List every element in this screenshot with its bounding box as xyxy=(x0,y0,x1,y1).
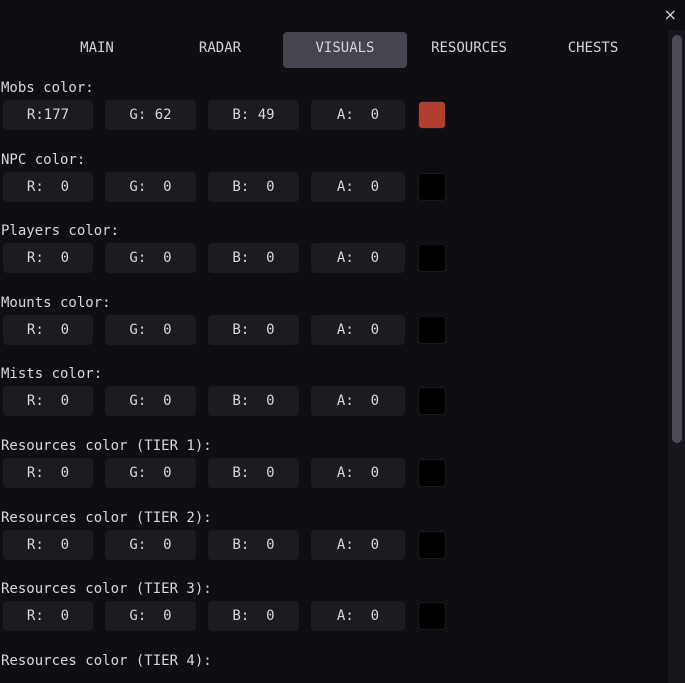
r-channel-input[interactable]: R: 0 xyxy=(3,386,93,417)
r-channel-input[interactable]: R: 0 xyxy=(3,314,93,345)
r-channel-input[interactable]: R: 0 xyxy=(3,458,93,488)
color-swatch[interactable] xyxy=(418,387,446,416)
b-channel-input[interactable]: B: 0 xyxy=(208,529,299,560)
g-channel-input[interactable]: G: 0 xyxy=(105,601,196,632)
color-label: Mounts color: xyxy=(1,294,111,311)
color-label: Resources color (TIER 3): xyxy=(1,581,212,598)
tab-visuals[interactable]: VISUALS xyxy=(283,32,407,68)
a-channel-input[interactable]: A: 0 xyxy=(311,314,405,345)
close-icon[interactable]: × xyxy=(663,5,677,24)
a-channel-input[interactable]: A: 0 xyxy=(311,100,405,130)
a-channel-input[interactable]: A: 0 xyxy=(311,386,405,417)
color-label: Resources color (TIER 4): xyxy=(1,652,212,669)
g-channel-input[interactable]: G: 0 xyxy=(105,314,196,345)
settings-panel: MAIN RADAR VISUALS RESOURCES CHESTS Mobs col… xyxy=(0,30,668,683)
a-channel-input[interactable]: A: 0 xyxy=(311,601,405,632)
tab-chests[interactable]: CHESTS xyxy=(567,40,619,56)
b-channel-input[interactable]: B: 0 xyxy=(208,314,299,345)
b-channel-input[interactable]: B: 0 xyxy=(208,386,299,417)
r-channel-input[interactable]: R:177 xyxy=(3,100,93,130)
g-channel-input[interactable]: G: 0 xyxy=(105,458,196,488)
g-channel-input[interactable]: G: 62 xyxy=(105,100,196,130)
b-channel-input[interactable]: B: 0 xyxy=(208,243,299,274)
color-swatch[interactable] xyxy=(418,530,446,559)
g-channel-input[interactable]: G: 0 xyxy=(105,386,196,417)
color-label: Players color: xyxy=(1,223,120,240)
r-channel-input[interactable]: R: 0 xyxy=(3,171,93,202)
color-swatch[interactable] xyxy=(418,315,446,344)
tab-resources[interactable]: RESOURCES xyxy=(431,40,507,56)
b-channel-input[interactable]: B: 0 xyxy=(208,458,299,488)
color-label: Mists color: xyxy=(1,366,103,383)
tab-bar: MAIN RADAR VISUALS RESOURCES CHESTS xyxy=(0,32,668,68)
r-channel-input[interactable]: R: 0 xyxy=(3,243,93,274)
a-channel-input[interactable]: A: 0 xyxy=(311,529,405,560)
color-swatch[interactable] xyxy=(418,244,446,273)
a-channel-input[interactable]: A: 0 xyxy=(311,458,405,488)
r-channel-input[interactable]: R: 0 xyxy=(3,601,93,632)
tab-radar[interactable]: RADAR xyxy=(198,40,242,56)
b-channel-input[interactable]: B: 0 xyxy=(208,171,299,202)
color-label: Resources color (TIER 2): xyxy=(1,509,212,526)
scrollbar-thumb[interactable] xyxy=(672,35,682,443)
b-channel-input[interactable]: B: 0 xyxy=(208,601,299,632)
b-channel-input[interactable]: B: 49 xyxy=(208,100,299,130)
color-swatch[interactable] xyxy=(418,172,446,201)
color-label: Mobs color: xyxy=(1,80,94,96)
color-swatch[interactable] xyxy=(418,459,446,487)
g-channel-input[interactable]: G: 0 xyxy=(105,529,196,560)
a-channel-input[interactable]: A: 0 xyxy=(311,171,405,202)
r-channel-input[interactable]: R: 0 xyxy=(3,529,93,560)
tab-main[interactable]: MAIN xyxy=(80,40,114,56)
g-channel-input[interactable]: G: 0 xyxy=(105,243,196,274)
color-label: Resources color (TIER 1): xyxy=(1,438,212,454)
color-swatch[interactable] xyxy=(418,101,446,129)
color-swatch[interactable] xyxy=(418,602,446,631)
a-channel-input[interactable]: A: 0 xyxy=(311,243,405,274)
color-label: NPC color: xyxy=(1,151,86,168)
g-channel-input[interactable]: G: 0 xyxy=(105,171,196,202)
